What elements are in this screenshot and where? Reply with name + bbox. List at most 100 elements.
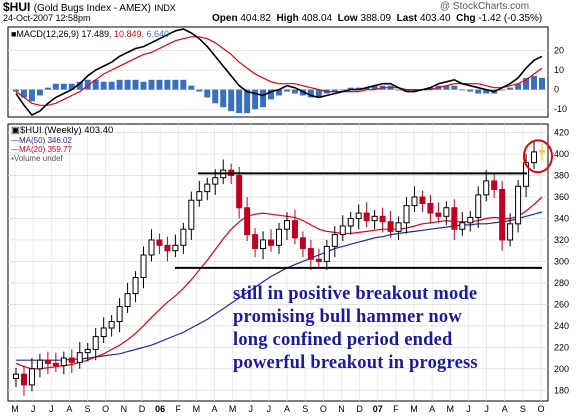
macd-histogram-bar: [291, 89, 298, 94]
macd-histogram-bar: [443, 85, 450, 90]
macd-histogram-bar: [108, 81, 115, 90]
x-axis-tick: J: [249, 404, 254, 414]
price-y-tick: 300: [554, 256, 569, 266]
price-candle-body: [299, 237, 306, 250]
macd-histogram-bar: [347, 87, 354, 90]
price-candle-body: [435, 212, 442, 217]
macd-histogram-bar: [371, 85, 378, 90]
breakout-highlight-circle: [523, 139, 553, 174]
price-candle-body: [419, 196, 426, 204]
macd-histogram-bar: [339, 89, 346, 91]
price-candle-body: [68, 357, 75, 363]
macd-histogram-bar: [164, 79, 171, 90]
macd-histogram-bar: [523, 77, 530, 90]
macd-histogram-bar: [140, 81, 147, 90]
open-label: Open: [212, 13, 238, 24]
macd-histogram-bar: [507, 87, 514, 90]
low-label: Low: [337, 13, 358, 24]
price-y-tick: 340: [554, 213, 569, 223]
macd-histogram-bar: [467, 89, 474, 92]
ohlc-readout: Open 404.82 High 408.04 Low 388.09 Last …: [212, 13, 542, 24]
price-candle-body: [100, 327, 107, 338]
price-candle-body: [371, 215, 378, 222]
price-legend-title: ▣$HUI (Weekly) 403.40: [11, 125, 113, 136]
price-candle-body: [291, 220, 298, 239]
symbol-exchange: INDX: [154, 3, 176, 13]
macd-histogram-bar: [84, 79, 91, 90]
macd-panel-frame: [7, 26, 549, 118]
price-y-tick: 360: [554, 192, 569, 202]
price-candle-body: [427, 202, 434, 214]
macd-histogram-bar: [363, 87, 370, 90]
price-candle-body: [172, 244, 179, 252]
price-candle-body: [467, 216, 474, 224]
price-candle-body: [339, 225, 346, 236]
macd-histogram-bar: [20, 89, 27, 98]
macd-histogram-bar: [475, 89, 482, 94]
price-candle-body: [84, 348, 91, 354]
macd-histogram-bar: [531, 75, 538, 90]
price-candle-body: [116, 306, 123, 323]
macd-histogram-bar: [427, 87, 434, 90]
price-candle-body: [387, 221, 394, 232]
x-axis-tick: J: [49, 404, 54, 414]
price-candle-body: [363, 212, 370, 222]
price-y-tick: 280: [554, 278, 569, 288]
price-y-tick: 400: [554, 149, 569, 159]
macd-histogram-bar: [92, 79, 99, 90]
price-candle-body: [180, 228, 187, 246]
macd-signal-line: [15, 36, 543, 106]
chart-datetime: 24-Oct-2007 12:58pm: [3, 13, 91, 23]
price-candle-body: [451, 207, 458, 230]
macd-histogram-bar: [196, 89, 203, 92]
price-candle-body: [124, 293, 131, 308]
macd-histogram-bar: [299, 89, 306, 96]
price-candle-body: [355, 212, 362, 219]
macd-legend-signal: , 10.849: [109, 29, 142, 39]
x-axis-tick: A: [429, 404, 435, 414]
price-candle-body: [411, 196, 418, 207]
price-candle-body: [76, 352, 83, 363]
x-axis-tick: J: [267, 404, 272, 414]
macd-histogram-bar: [276, 89, 282, 96]
price-y-tick: 180: [554, 385, 569, 395]
price-y-tick: 260: [554, 299, 569, 309]
price-legend-ma50: —MA(50) 346.02: [11, 136, 72, 145]
price-candle-body: [132, 277, 139, 295]
macd-histogram-bar: [539, 77, 545, 90]
price-candle-body: [459, 222, 466, 230]
macd-histogram-bar: [132, 79, 139, 90]
chart-symbol: $HUI (Gold Bugs Index - AMEX) INDX: [3, 0, 176, 14]
macd-histogram-bar: [28, 89, 35, 102]
price-candle-body: [268, 239, 275, 246]
price-candle-body: [244, 207, 251, 236]
macd-histogram-bar: [459, 89, 466, 91]
chg-label: Chg: [456, 13, 476, 24]
price-candle-body: [36, 359, 43, 370]
macd-histogram-bar: [100, 81, 107, 90]
price-legend-volume: ▪Volume undef: [11, 154, 64, 163]
macd-histogram-bar: [244, 89, 251, 114]
macd-histogram-bar: [283, 89, 290, 92]
macd-histogram-bar: [180, 79, 187, 90]
price-candle-body: [212, 177, 219, 185]
last-value: 403.40: [419, 13, 451, 24]
x-axis-tick: S: [85, 404, 91, 414]
x-axis-tick: O: [537, 404, 544, 414]
macd-y-tick: 0: [554, 85, 559, 95]
annotation-line-4: powerful breakout in progress: [233, 353, 478, 373]
stockcharts-credit: @ StockCharts.com: [440, 1, 530, 12]
x-axis-tick: M: [410, 404, 418, 414]
macd-histogram-bar: [36, 89, 43, 96]
price-panel-frame: [7, 123, 549, 402]
x-axis-tick: A: [212, 404, 218, 414]
macd-histogram-bar: [204, 89, 211, 98]
price-candle-body: [52, 362, 59, 367]
symbol-description: (Gold Bugs Index - AMEX): [33, 3, 151, 14]
x-axis-tick: 06: [155, 404, 165, 414]
x-axis-tick: M: [447, 404, 455, 414]
price-candle-body: [156, 239, 163, 246]
price-candle-body: [307, 248, 314, 260]
price-candle-body: [403, 205, 410, 224]
